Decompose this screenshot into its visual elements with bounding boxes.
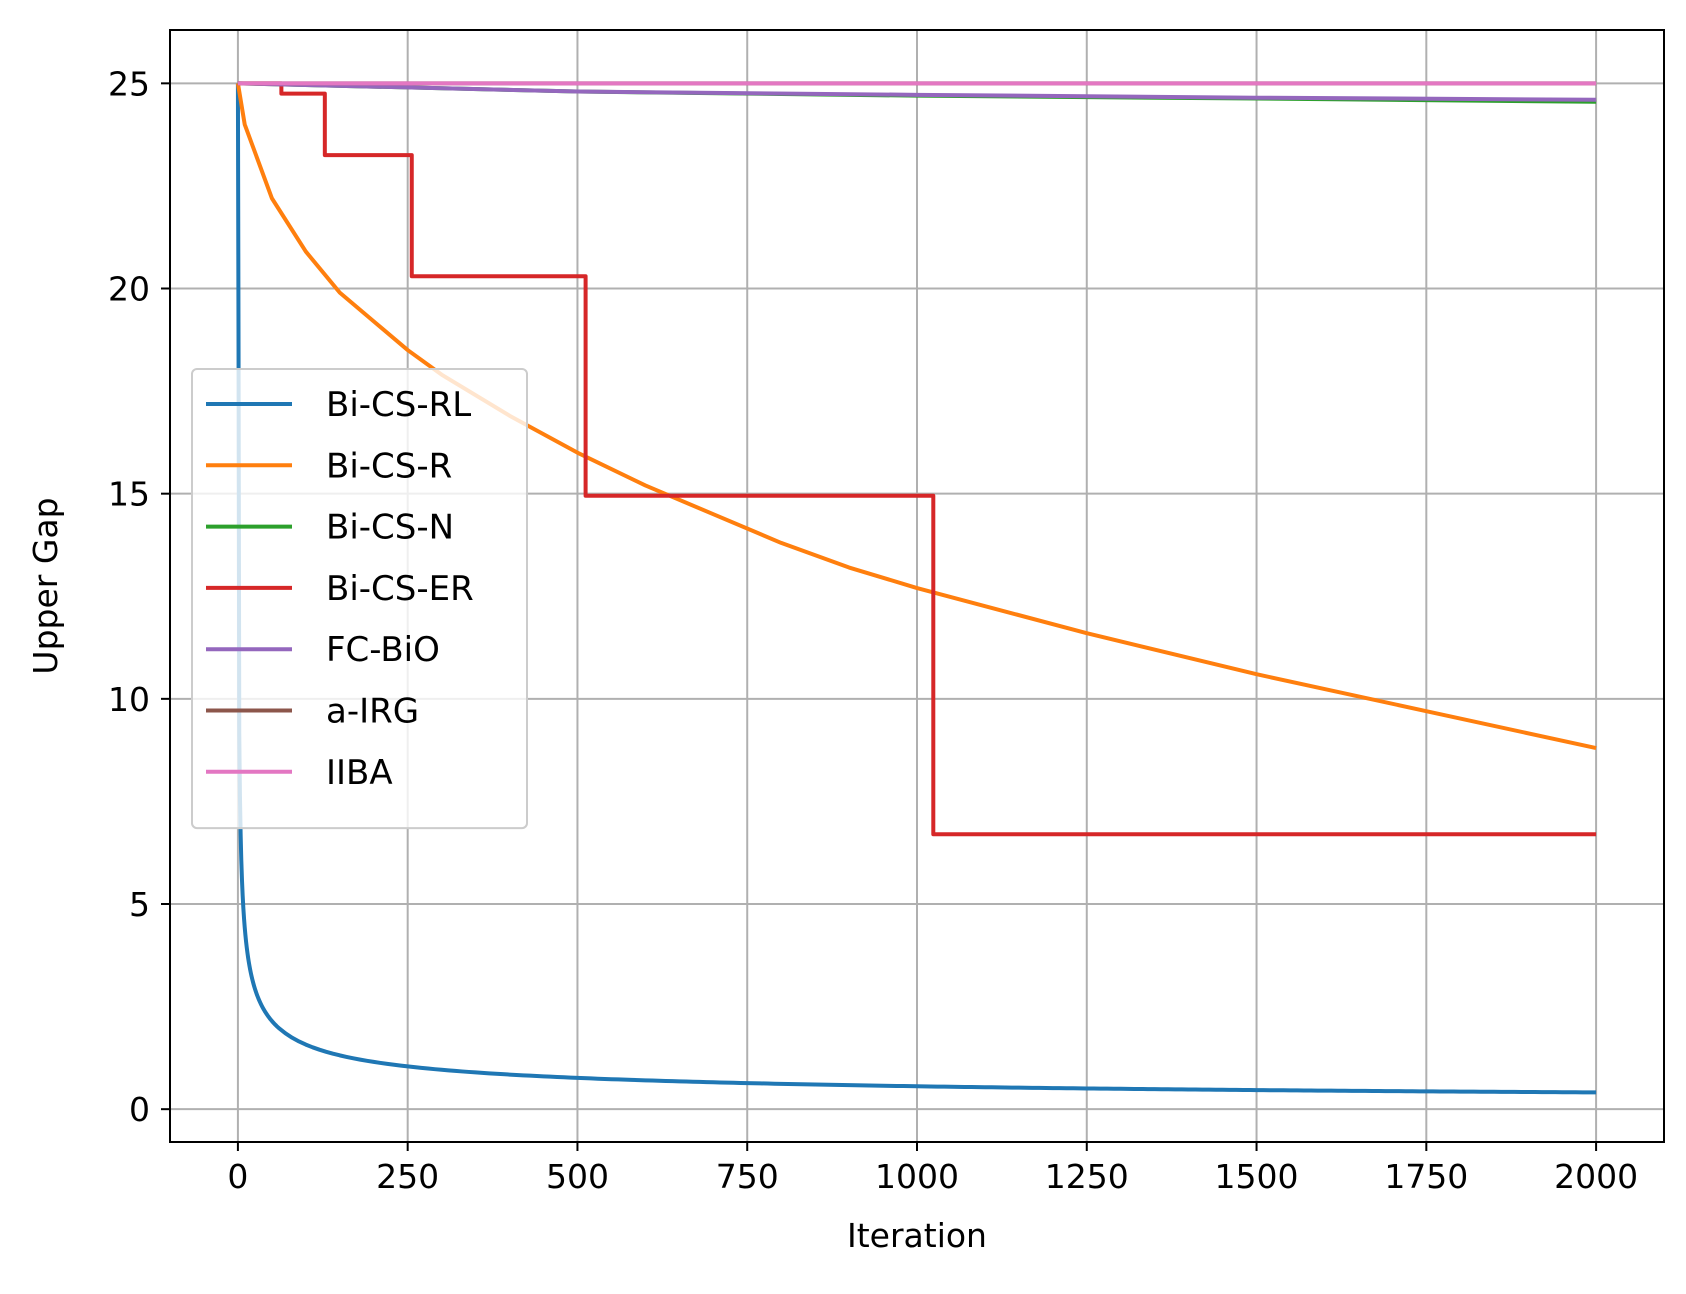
y-tick-label: 15 [108, 475, 150, 514]
legend-label: a-IRG [326, 692, 419, 732]
x-tick-label: 250 [376, 1157, 439, 1196]
legend-label: Bi-CS-N [326, 508, 454, 548]
x-axis-label: Iteration [847, 1216, 987, 1255]
x-axis: 0 250 500 750 1000 1250 1500 1750 2000 [227, 1142, 1638, 1196]
series-line-bi-cs-er [237, 81, 1597, 837]
legend-label: IIBA [326, 753, 393, 793]
legend: Bi-CS-RL Bi-CS-R Bi-CS-N Bi-CS-ER FC-BiO a-IR… [191, 368, 528, 830]
y-tick-label: 0 [129, 1090, 150, 1129]
y-tick-label: 10 [108, 680, 150, 719]
legend-box [191, 368, 528, 830]
y-tick-label: 25 [108, 64, 150, 103]
series-line-bi-cs-rl [235, 83, 1597, 1095]
x-tick-label: 750 [716, 1157, 779, 1196]
y-axis-label: Upper Gap [26, 497, 65, 674]
x-tick-label: 1250 [1045, 1157, 1129, 1196]
legend-label: Bi-CS-ER [326, 569, 474, 609]
x-tick-label: 0 [227, 1157, 248, 1196]
series-line-bi-cs-r [235, 83, 1597, 751]
x-tick-label: 500 [546, 1157, 609, 1196]
x-tick-label: 1500 [1215, 1157, 1299, 1196]
x-tick-label: 1000 [875, 1157, 959, 1196]
y-axis: 0 5 10 15 20 25 [108, 64, 170, 1129]
legend-label: Bi-CS-RL [326, 385, 471, 425]
y-tick-label: 5 [129, 885, 150, 924]
y-tick-label: 20 [108, 270, 150, 309]
legend-label: Bi-CS-R [326, 446, 452, 486]
series-line-fc-bio [237, 81, 1597, 102]
x-tick-label: 1750 [1384, 1157, 1468, 1196]
series-layer [235, 81, 1597, 1095]
x-tick-label: 2000 [1554, 1157, 1638, 1196]
legend-label: FC-BiO [326, 630, 440, 670]
